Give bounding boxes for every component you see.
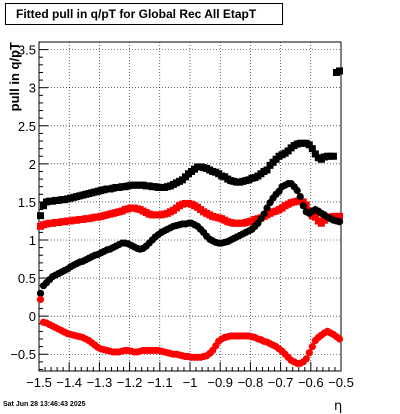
timestamp-footer: Sat Jun 28 13:46:43 2025 (3, 401, 86, 408)
series-1 (37, 197, 343, 230)
x-axis-label: η (334, 399, 342, 414)
series-3 (36, 295, 344, 367)
x-tick-label: −1.1 (147, 375, 173, 390)
data-point (335, 212, 343, 220)
data-point (40, 202, 48, 210)
x-tick-label: −0.7 (268, 375, 294, 390)
data-point (36, 295, 45, 304)
y-axis-label: pull in q/pT (7, 42, 22, 111)
y-tick-label: 2 (29, 157, 36, 172)
y-tick-label: 1.5 (18, 195, 36, 210)
data-point (308, 343, 316, 351)
y-tick-label: 0 (29, 309, 36, 324)
x-tick-label: −1.4 (56, 375, 82, 390)
data-point (299, 202, 307, 210)
tick-labels: −1.5 −1.4 −1.3 −1.2 −1.1 −1 −0.9 −0.8 −0.7 −0.6 −0… (10, 43, 354, 390)
y-tick-label: −0.5 (10, 347, 36, 362)
series-2 (36, 180, 344, 297)
series-0 (37, 67, 343, 220)
x-tick-label: −0.9 (207, 375, 233, 390)
data-point (308, 145, 316, 153)
data-point (263, 166, 271, 174)
x-tick-label: −1.3 (87, 375, 113, 390)
axis-ticks (38, 41, 342, 371)
x-tick-label: −1.5 (26, 375, 52, 390)
x-tick-label: −1 (183, 375, 198, 390)
data-point (329, 152, 337, 160)
data-point (260, 210, 268, 218)
data-point (335, 335, 344, 343)
x-tick-label: −0.6 (298, 375, 324, 390)
y-tick-label: 1 (29, 233, 36, 248)
data-point (311, 213, 319, 221)
y-tick-label: 0.5 (18, 271, 36, 286)
data-point (311, 150, 319, 158)
data-point (335, 67, 343, 75)
data-point (296, 192, 304, 201)
data-point (302, 355, 310, 363)
data-point (293, 186, 301, 195)
x-tick-label: −0.5 (328, 375, 354, 390)
y-tick-label: 2.5 (18, 119, 36, 134)
x-tick-label: −1.2 (117, 375, 143, 390)
data-point (305, 141, 313, 149)
data-point (37, 212, 45, 220)
data-points (36, 67, 344, 367)
data-point (36, 289, 45, 297)
data-point (263, 204, 271, 212)
y-tick-label: 3 (29, 81, 36, 96)
x-tick-label: −0.8 (238, 375, 264, 390)
y-tick-label: 3.5 (18, 43, 36, 58)
chart-title: Fitted pull in q/pT for Global Rec All E… (5, 3, 283, 25)
data-point (335, 218, 344, 226)
data-point (305, 349, 313, 357)
